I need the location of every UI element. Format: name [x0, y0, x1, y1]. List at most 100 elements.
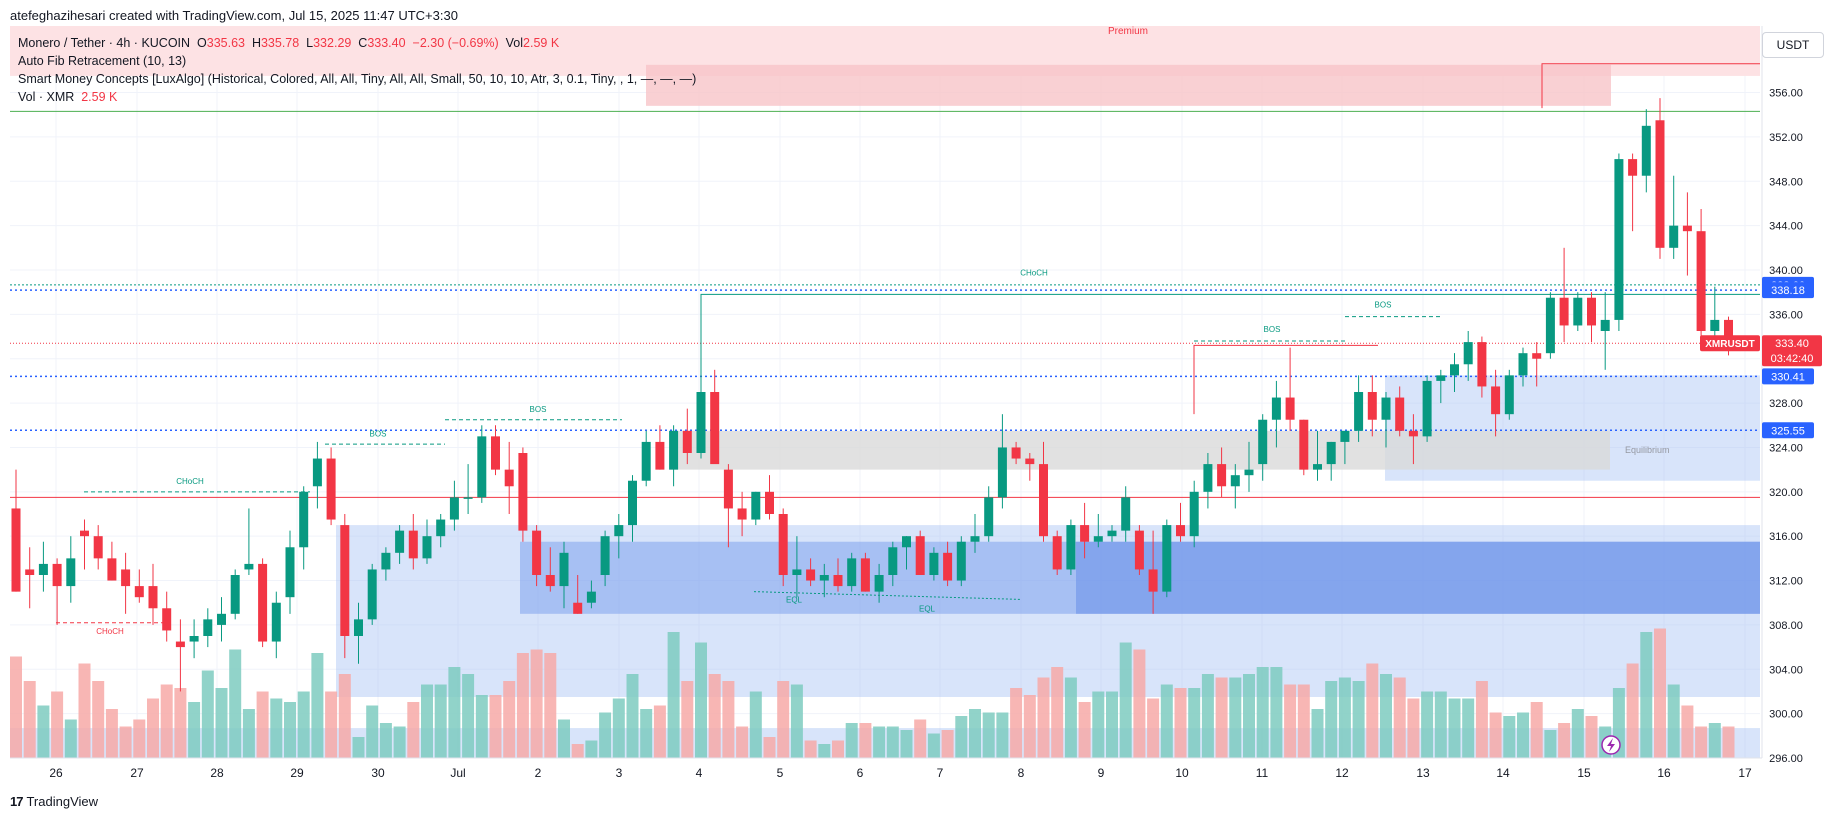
- legend: Monero / Tether · 4h · KUCOIN O335.63 H3…: [18, 34, 696, 106]
- legend-high: 335.78: [260, 36, 300, 50]
- x-tick-label: 9: [1098, 766, 1105, 780]
- y-tick-label: 324.00: [1769, 442, 1803, 454]
- candle-body: [628, 480, 637, 526]
- volume-bar: [1106, 691, 1118, 758]
- bos-label-4: BOS: [1375, 301, 1392, 310]
- candle-body: [449, 497, 459, 520]
- volume-bar: [927, 733, 940, 758]
- y-tick-label: 352.00: [1769, 132, 1803, 144]
- equilibrium-label: Equilibrium: [1625, 445, 1670, 455]
- candle-body: [1669, 225, 1679, 248]
- candle-body: [299, 491, 309, 548]
- candle-body: [682, 430, 692, 453]
- volume-bar: [10, 656, 22, 758]
- volume-bar: [1462, 698, 1475, 758]
- candle-body: [1230, 475, 1240, 487]
- volume-bar: [544, 653, 557, 758]
- candle-body: [1244, 469, 1254, 476]
- volume-bar: [270, 698, 283, 758]
- price-tag: [1762, 422, 1814, 439]
- candle-body: [600, 536, 610, 575]
- x-tick-label: 11: [1256, 766, 1269, 780]
- x-tick-label: 16: [1657, 766, 1671, 780]
- volume-bar: [558, 719, 570, 758]
- volume-bar: [147, 698, 159, 758]
- volume-bar: [914, 719, 927, 758]
- volume-bar: [1037, 677, 1050, 758]
- candle-body: [1518, 353, 1528, 376]
- volume-bar: [1064, 677, 1077, 758]
- candle-body: [751, 491, 761, 520]
- y-tick-label: 296.00: [1769, 753, 1803, 765]
- candle-body: [38, 563, 48, 575]
- candle-body: [573, 602, 583, 614]
- candle-body: [1080, 525, 1090, 542]
- price-tag: [1762, 282, 1814, 299]
- symbol-tag-label: XMRUSDT: [1705, 339, 1754, 350]
- demand-zone-core: [1076, 541, 1760, 614]
- candle-body: [463, 497, 473, 499]
- volume-bar: [448, 667, 461, 758]
- y-tick-label: 336.00: [1769, 309, 1803, 321]
- volume-bar: [325, 691, 338, 758]
- volume-bar: [1503, 716, 1516, 758]
- candle-body: [778, 514, 788, 575]
- candle-body: [1532, 353, 1542, 359]
- volume-bar: [1243, 674, 1255, 758]
- candle-body: [271, 602, 281, 642]
- candle-body: [1052, 536, 1062, 570]
- brand-name: TradingView: [26, 794, 99, 809]
- volume-bar: [1215, 677, 1228, 758]
- currency-button[interactable]: USDT: [1762, 32, 1824, 58]
- volume-bar: [1722, 726, 1735, 758]
- volume-bar: [1475, 681, 1488, 758]
- volume-bar: [1133, 649, 1146, 758]
- candle-body: [1066, 525, 1076, 570]
- eql-label-1: EQL: [786, 596, 803, 605]
- candle-body: [491, 436, 500, 470]
- legend-indicator-vol[interactable]: Vol · XMR 2.59 K: [18, 90, 118, 104]
- legend-change: −2.30 (−0.69%): [412, 36, 499, 50]
- legend-symbol: Monero / Tether · 4h · KUCOIN: [18, 36, 191, 50]
- y-tick-label: 320.00: [1769, 487, 1803, 499]
- volume-bar: [1530, 702, 1543, 758]
- x-tick-label: 12: [1335, 766, 1349, 780]
- candle-body: [25, 569, 35, 575]
- y-tick-label: 328.00: [1769, 398, 1803, 410]
- volume-bar: [832, 740, 844, 758]
- legend-indicator-smc[interactable]: Smart Money Concepts [LuxAlgo] (Historic…: [18, 72, 697, 86]
- volume-bar: [1708, 723, 1721, 758]
- volume-bar: [982, 712, 995, 758]
- volume-bar: [1558, 723, 1571, 758]
- premium-order-block: [646, 64, 1611, 106]
- volume-bar: [695, 642, 707, 758]
- volume-bar: [845, 723, 858, 758]
- volume-bar: [1407, 698, 1420, 758]
- volume-bar: [242, 709, 255, 758]
- volume-bar: [667, 632, 680, 758]
- candle-body: [1614, 159, 1624, 320]
- last-price-label: 333.40: [1775, 338, 1809, 350]
- y-tick-label: 308.00: [1769, 620, 1803, 632]
- candle-body: [1696, 231, 1706, 331]
- volume-bar: [640, 709, 653, 758]
- volume-bar: [1297, 684, 1310, 758]
- volume-bar: [873, 726, 886, 758]
- candle-body: [1148, 569, 1158, 592]
- candle-body: [52, 563, 62, 587]
- candle-body: [518, 453, 528, 531]
- candle-body: [504, 469, 514, 487]
- volume-bar: [1654, 628, 1666, 758]
- candle-body: [1655, 120, 1665, 248]
- candle-body: [723, 469, 733, 509]
- candle-body: [1285, 397, 1295, 420]
- volume-bar: [996, 712, 1009, 758]
- x-tick-label: 28: [210, 766, 224, 780]
- candle-body: [11, 508, 21, 592]
- volume-bar: [1051, 667, 1064, 758]
- legend-ohlc-row[interactable]: Monero / Tether · 4h · KUCOIN O335.63 H3…: [18, 36, 560, 50]
- footer-brand[interactable]: 17 TradingView: [10, 794, 98, 809]
- legend-indicator-fib[interactable]: Auto Fib Retracement (10, 13): [18, 54, 187, 68]
